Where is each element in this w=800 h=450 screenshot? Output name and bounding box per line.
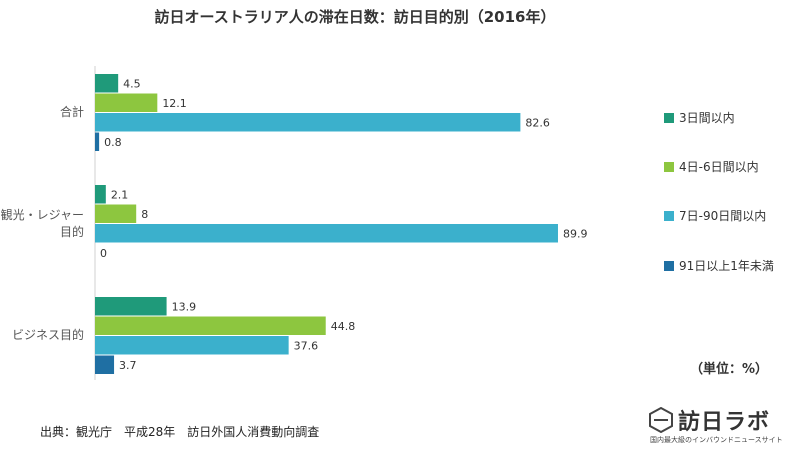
logo-hexagon-icon	[649, 407, 673, 433]
value-label: 12.1	[162, 97, 187, 110]
bar	[95, 74, 119, 93]
legend-swatch	[664, 261, 674, 271]
legend-swatch	[664, 162, 674, 172]
bar	[95, 113, 521, 132]
bar	[95, 316, 326, 335]
bar	[95, 355, 115, 374]
value-label: 4.5	[123, 77, 141, 90]
unit-label: （単位：%）	[690, 362, 769, 377]
value-label: 0.8	[104, 136, 122, 149]
legend-swatch	[664, 113, 674, 123]
legend-label: 4日-6日間以内	[679, 160, 759, 174]
legend-label: 7日-90日間以内	[679, 209, 766, 223]
value-label: 82.6	[525, 116, 550, 129]
bar	[95, 224, 558, 243]
bar	[95, 93, 158, 112]
bar	[95, 297, 167, 316]
value-labels: 4.5 12.1 82.6 0.8 2.1 8 89.9 0 13.9 44.8 37.6 3.7	[100, 77, 587, 372]
legend-swatch	[664, 211, 674, 221]
value-label: 0	[100, 247, 107, 260]
value-label: 37.6	[294, 339, 319, 352]
category-label: 観光・レジャー目的	[1, 208, 84, 239]
bar	[95, 132, 100, 151]
bar	[95, 185, 106, 204]
legend-label: 3日間以内	[679, 111, 735, 125]
source-note: 出典：観光庁 平成28年 訪日外国人消費動向調査	[40, 425, 320, 439]
category-label: 合計	[60, 104, 84, 119]
bars	[95, 74, 558, 374]
bar	[95, 204, 137, 223]
value-label: 89.9	[563, 227, 588, 240]
value-label: 13.9	[172, 300, 197, 313]
legend-label: 91日以上1年未満	[679, 259, 774, 273]
bar	[95, 336, 289, 355]
value-label: 3.7	[119, 359, 136, 372]
logo: 訪日ラボ 国内最大級のインバウンドニュースサイト	[648, 404, 793, 446]
legend: 3日間以内 4日-6日間以内 7日-90日間以内 91日以上1年未満	[664, 111, 774, 273]
logo-name: 訪日ラボ	[678, 410, 771, 435]
value-label: 2.1	[111, 188, 129, 201]
value-label: 8	[141, 208, 148, 221]
logo-tagline: 国内最大級のインバウンドニュースサイト	[650, 436, 783, 444]
value-label: 44.8	[331, 320, 356, 333]
category-label: ビジネス目的	[12, 327, 84, 342]
chart-title: 訪日オーストラリア人の滞在日数：訪日目的別（2016年）	[154, 8, 555, 26]
